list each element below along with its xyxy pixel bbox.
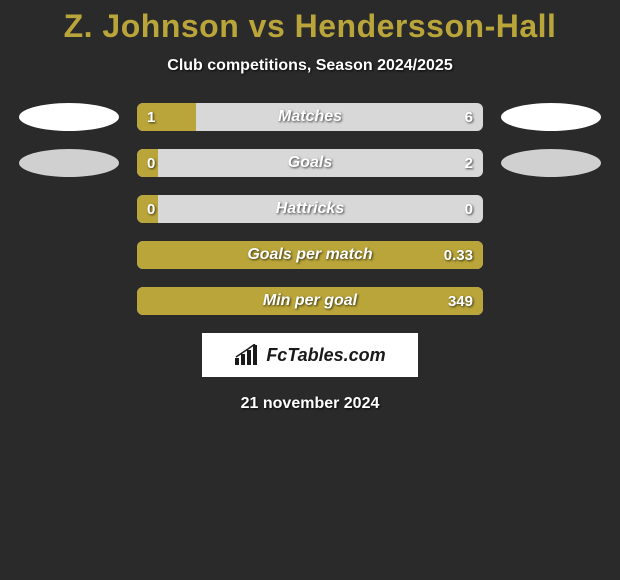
right-value: 6	[465, 103, 473, 131]
stat-row: 0Goals2	[0, 149, 620, 177]
stat-row: 1Matches6	[0, 103, 620, 131]
subtitle: Club competitions, Season 2024/2025	[0, 57, 620, 75]
stat-bar: 0Hattricks0	[137, 195, 483, 223]
comparison-infographic: Z. Johnson vs Hendersson-Hall Club compe…	[0, 0, 620, 413]
stat-bar: Goals per match0.33	[137, 241, 483, 269]
date-text: 21 november 2024	[0, 395, 620, 413]
right-value: 0	[465, 195, 473, 223]
logo-box: FcTables.com	[202, 333, 418, 377]
bar-label: Matches	[137, 103, 483, 131]
barchart-icon	[234, 344, 260, 366]
right-value: 2	[465, 149, 473, 177]
bars-region: 1Matches60Goals20Hattricks0Goals per mat…	[0, 103, 620, 315]
stat-row: 0Hattricks0	[0, 195, 620, 223]
right-ellipse	[501, 149, 601, 177]
right-value: 349	[448, 287, 473, 315]
stat-bar: 0Goals2	[137, 149, 483, 177]
right-ellipse	[501, 103, 601, 131]
stat-row: Min per goal349	[0, 287, 620, 315]
bar-label: Goals per match	[137, 241, 483, 269]
right-value: 0.33	[444, 241, 473, 269]
bar-label: Min per goal	[137, 287, 483, 315]
stat-bar: Min per goal349	[137, 287, 483, 315]
left-ellipse	[19, 103, 119, 131]
stat-row: Goals per match0.33	[0, 241, 620, 269]
left-ellipse	[19, 149, 119, 177]
page-title: Z. Johnson vs Hendersson-Hall	[0, 8, 620, 45]
bar-label: Hattricks	[137, 195, 483, 223]
stat-bar: 1Matches6	[137, 103, 483, 131]
bar-label: Goals	[137, 149, 483, 177]
logo-text: FcTables.com	[266, 345, 385, 366]
